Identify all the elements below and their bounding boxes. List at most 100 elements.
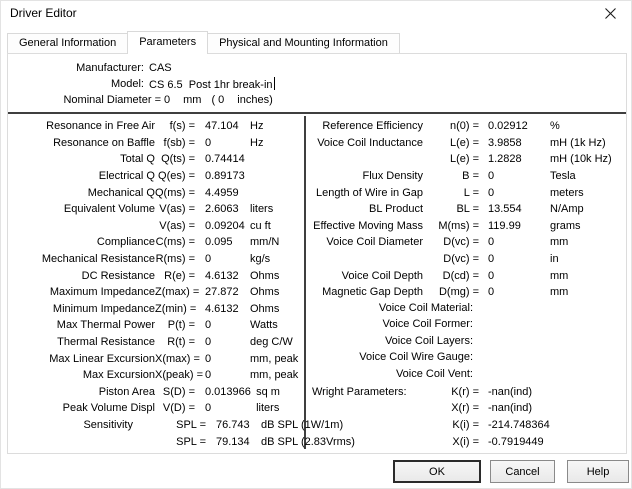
parameter-symbol: L = (463, 186, 479, 199)
parameter-value: 0 (488, 186, 495, 199)
parameter-row: DC Resistance R(e) = 4.6132 Ohms (9, 267, 304, 284)
parameter-row: D(vc) = 0 in (311, 251, 626, 268)
tab-physical-and-mounting-information[interactable]: Physical and Mounting Information (207, 33, 400, 53)
manufacturer-field[interactable]: CAS (149, 62, 172, 74)
parameter-row: L(e) = 1.2828 mH (10k Hz) (311, 151, 626, 168)
parameter-row: X(i) = -0.7919449 (311, 433, 626, 450)
parameter-label: Resonance in Free Air (46, 120, 155, 133)
parameter-unit: mm (550, 286, 569, 299)
parameter-row: Piston Area S(D) = 0.013966 sq m (9, 384, 304, 401)
parameter-row: Max Linear Excursion X(max) = 0 mm, peak (9, 350, 304, 367)
parameter-row: BL Product BL = 13.554 N/Amp (311, 201, 626, 218)
parameter-symbol: SPL = (176, 435, 206, 448)
help-button[interactable]: Help (567, 460, 629, 483)
parameter-value: 0.74414 (205, 153, 245, 166)
parameter-value: -0.7919449 (488, 435, 544, 448)
parameter-value: -nan(ind) (488, 385, 533, 398)
tab-page-parameters: Manufacturer: CAS Model: CS 6.5 Post 1hr… (7, 53, 627, 454)
column-divider (304, 116, 306, 449)
parameter-row: Compliance C(ms) = 0.095 mm/N (9, 234, 304, 251)
parameter-row: SPL = 79.134 dB SPL (2.83Vrms) (9, 433, 355, 450)
parameter-value: 0 (488, 170, 495, 183)
parameter-symbol: X(r) = (451, 402, 479, 415)
parameter-symbol: L(e) = (449, 136, 479, 149)
parameter-symbol: n(0) = (449, 120, 479, 133)
parameter-symbol: Q(es) = (158, 170, 195, 183)
parameter-row: Flux Density B = 0 Tesla (311, 168, 626, 185)
parameter-row: Voice Coil Former: (311, 317, 626, 334)
parameter-symbol: Q(ts) = (161, 153, 195, 166)
cancel-button[interactable]: Cancel (490, 460, 555, 483)
parameter-unit: Ohms (250, 286, 280, 299)
parameter-value: 0 (488, 236, 495, 249)
parameter-label: Equivalent Volume (63, 203, 155, 216)
parameter-symbol: BL = (456, 203, 479, 216)
parameter-row: Thermal Resistance R(t) = 0 deg C/W (9, 334, 304, 351)
parameter-label: Voice Coil Diameter (326, 236, 423, 249)
model-label: Model: (110, 78, 144, 90)
parameter-value: 0 (488, 253, 495, 266)
tab-parameters[interactable]: Parameters (127, 31, 209, 54)
parameter-row: Peak Volume Displ V(D) = 0 liters (9, 400, 304, 417)
parameter-symbol: X(max) = (155, 352, 200, 365)
parameter-row: Maximum Impedance Z(max) = 27.872 Ohms (9, 284, 304, 301)
parameter-label: Mechanical Q (87, 186, 155, 199)
parameter-unit: meters (550, 186, 584, 199)
parameter-label: Max Linear Excursion (49, 352, 155, 365)
parameter-unit: % (550, 120, 560, 133)
ok-button[interactable]: OK (393, 460, 481, 483)
parameter-value: 0.09204 (205, 219, 245, 232)
parameter-row: X(r) = -nan(ind) (311, 400, 626, 417)
parameter-unit: mm (550, 269, 569, 282)
nominal-diameter-mm-field[interactable]: 0 (164, 94, 171, 106)
parameter-symbol: D(vc) = (443, 236, 479, 249)
parameter-symbol: K(r) = (451, 385, 479, 398)
text-caret (273, 77, 275, 90)
close-icon[interactable] (595, 1, 625, 25)
parameter-unit: deg C/W (250, 336, 293, 349)
parameter-row: Voice Coil Wire Gauge: (311, 350, 626, 367)
parameter-row: Voice Coil Diameter D(vc) = 0 mm (311, 234, 626, 251)
parameter-symbol: R(ms) = (155, 253, 195, 266)
parameter-label: Voice Coil Depth (341, 269, 423, 282)
parameter-label: Voice Coil Wire Gauge: (359, 351, 473, 364)
parameter-value: 4.6132 (205, 302, 239, 315)
parameter-row: Voice Coil Depth D(cd) = 0 mm (311, 267, 626, 284)
parameter-row: Length of Wire in Gap L = 0 meters (311, 184, 626, 201)
parameters-left-column: Resonance in Free Air f(s) = 47.104 Hz R… (9, 118, 355, 450)
parameter-row: Voice Coil Inductance L(e) = 3.9858 mH (… (311, 135, 626, 152)
parameter-unit: Ohms (250, 269, 280, 282)
tab-general-information[interactable]: General Information (7, 33, 129, 53)
parameter-label: DC Resistance (81, 269, 155, 282)
parameter-unit: in (550, 253, 559, 266)
parameter-label: Minimum Impedance (52, 302, 155, 315)
parameter-unit: N/Amp (550, 203, 584, 216)
parameter-row: Total Q Q(ts) = 0.74414 (9, 151, 304, 168)
parameter-unit: Hz (250, 120, 264, 133)
parameter-symbol: X(peak) = (155, 369, 203, 382)
manufacturer-row: Manufacturer: CAS (8, 60, 626, 76)
parameter-symbol: S(D) = (162, 385, 195, 398)
manufacturer-label: Manufacturer: (76, 62, 144, 74)
parameter-unit: mm, peak (250, 352, 299, 365)
parameter-value: 27.872 (205, 286, 239, 299)
parameter-unit: sq m (250, 385, 280, 398)
parameter-symbol: X(i) = (452, 435, 479, 448)
parameter-row: Reference Efficiency n(0) = 0.02912 % (311, 118, 626, 135)
model-field[interactable]: CS 6.5 Post 1hr break-in (144, 77, 626, 91)
parameter-symbol: Z(min) = (155, 302, 197, 315)
parameter-unit: mH (10k Hz) (550, 153, 612, 166)
nominal-diameter-mm-unit: mm (183, 94, 202, 106)
parameter-symbol: P(t) = (167, 319, 195, 332)
parameter-row: Voice Coil Material: (311, 301, 626, 318)
parameter-symbol: D(cd) = (442, 269, 479, 282)
parameter-value: 0 (205, 336, 212, 349)
parameter-value: 47.104 (205, 120, 239, 133)
parameter-unit: Watts (250, 319, 278, 332)
parameter-value: 4.4959 (205, 186, 239, 199)
parameter-unit: mH (1k Hz) (550, 136, 606, 149)
parameter-row: Max Thermal Power P(t) = 0 Watts (9, 317, 304, 334)
parameter-row: V(as) = 0.09204 cu ft (9, 218, 304, 235)
parameter-label: Effective Moving Mass (313, 219, 423, 232)
parameter-unit: dB SPL (2.83Vrms) (261, 435, 355, 448)
